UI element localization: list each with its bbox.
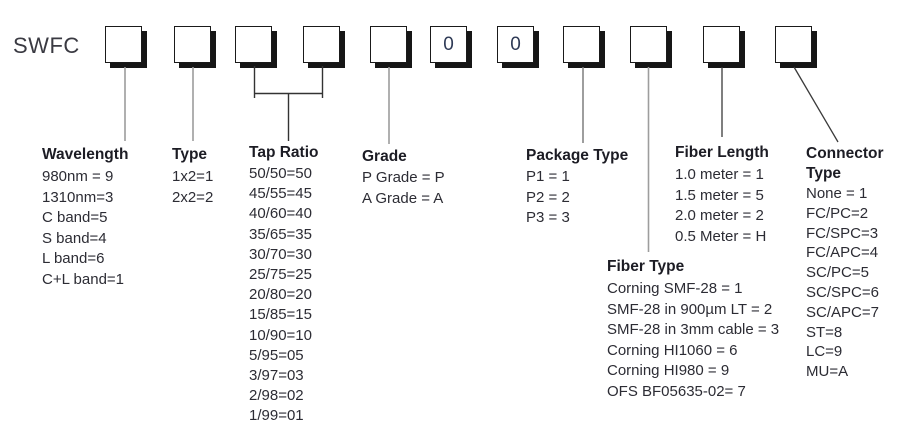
- code-item: 3/97=03: [249, 367, 304, 385]
- section-items: Corning SMF-28 = 1 SMF-28 in 900µm LT = 2…: [607, 279, 779, 402]
- code-item: FC/SPC=3: [806, 224, 879, 242]
- section-heading: Tap Ratio: [249, 144, 319, 161]
- code-box-tap-ratio-2: [303, 26, 340, 63]
- section-items: 1x2=1 2x2=2: [172, 167, 213, 208]
- section-grade: Grade P Grade = P A Grade = A: [362, 147, 445, 209]
- code-item: ST=8: [806, 323, 843, 341]
- code-item: 1.5 meter = 5: [675, 186, 764, 204]
- section-items: 1.0 meter = 1 1.5 meter = 5 2.0 meter = 2 0…: [675, 165, 769, 247]
- code-item: FC/PC=2: [806, 204, 869, 222]
- code-item: Corning HI1060 = 6: [607, 341, 738, 359]
- code-item: FC/APC=4: [806, 244, 879, 262]
- code-item: SC/SPC=6: [806, 283, 879, 301]
- section-type: Type 1x2=1 2x2=2: [172, 145, 213, 208]
- code-item: 1310nm=3: [42, 188, 114, 206]
- section-heading: Wavelength: [42, 146, 129, 163]
- code-item: SMF-28 in 3mm cable = 3: [607, 321, 780, 338]
- code-item: 45/55=45: [249, 185, 312, 203]
- code-item: 1/99=01: [249, 407, 304, 425]
- code-item: P Grade = P: [362, 169, 445, 186]
- section-items: 980nm = 9 1310nm=3 C band=5 S band=4 L band=…: [42, 167, 128, 290]
- section-heading: Package Type: [526, 147, 629, 164]
- code-item: 2/98=02: [249, 387, 304, 405]
- section-fiber-length: Fiber Length 1.0 meter = 1 1.5 meter = 5 2…: [675, 143, 769, 247]
- code-item: C band=5: [42, 209, 108, 226]
- code-item: 2x2=2: [172, 188, 214, 206]
- code-box-fixed-zero-2: 0: [497, 26, 534, 63]
- code-item: 1.0 meter = 1: [675, 166, 764, 183]
- code-box-fiber-type: [630, 26, 667, 63]
- product-code-label: SWFC: [13, 33, 80, 58]
- section-heading: Grade: [362, 148, 407, 165]
- code-box-fiber-length: [703, 26, 740, 63]
- code-box-package-type: [563, 26, 600, 63]
- section-heading: Type: [172, 146, 208, 163]
- code-item: P3 = 3: [526, 209, 570, 226]
- section-items: None = 1 FC/PC=2 FC/SPC=3 FC/APC=4 SC/PC=5 SC…: [806, 184, 896, 382]
- section-items: 50/50=50 45/55=45 40/60=40 35/65=35 30/70=30…: [249, 164, 318, 427]
- code-item: P2 = 2: [526, 188, 570, 206]
- connector-line-connector-type: [793, 66, 839, 143]
- section-items: P Grade = P A Grade = A: [362, 168, 445, 209]
- section-heading: Connector Type: [806, 145, 884, 182]
- code-item: MU=A: [806, 363, 849, 381]
- code-box-tap-ratio-1: [235, 26, 272, 63]
- code-item: 980nm = 9: [42, 168, 114, 185]
- code-box-connector-type: [775, 26, 812, 63]
- section-tap-ratio: Tap Ratio 50/50=50 45/55=45 40/60=40 35/65=…: [249, 143, 318, 427]
- code-item: SC/APC=7: [806, 303, 879, 321]
- code-item: Corning SMF-28 = 1: [607, 280, 743, 297]
- code-item: 20/80=20: [249, 286, 312, 304]
- code-item: C+L band=1: [42, 270, 125, 288]
- code-box-fixed-zero-1: 0: [430, 26, 467, 63]
- section-fiber-type: Fiber Type Corning SMF-28 = 1 SMF-28 in 9…: [607, 257, 779, 402]
- code-item: LC=9: [806, 343, 843, 361]
- code-box-grade: [370, 26, 407, 63]
- code-item: 35/65=35: [249, 225, 312, 243]
- code-item: 1x2=1: [172, 168, 214, 185]
- code-box-wavelength: [105, 26, 142, 63]
- section-package-type: Package Type P1 = 1 P2 = 2 P3 = 3: [526, 146, 628, 229]
- code-item: 2.0 meter = 2: [675, 207, 764, 224]
- code-box-type: [174, 26, 211, 63]
- code-item: 25/75=25: [249, 266, 312, 284]
- tap-ratio-bracket: [253, 66, 324, 141]
- section-wavelength: Wavelength 980nm = 9 1310nm=3 C band=5 S ba…: [42, 145, 128, 290]
- code-item: L band=6: [42, 250, 105, 267]
- section-heading: Fiber Type: [607, 258, 685, 275]
- code-item: 30/70=30: [249, 245, 312, 263]
- code-item: 5/95=05: [249, 346, 304, 364]
- code-item: Corning HI980 = 9: [607, 362, 730, 379]
- section-items: P1 = 1 P2 = 2 P3 = 3: [526, 167, 628, 229]
- code-item: OFS BF05635-02= 7: [607, 382, 746, 400]
- code-item: 15/85=15: [249, 306, 312, 324]
- code-item: 0.5 Meter = H: [675, 227, 767, 245]
- code-item: 40/60=40: [249, 205, 312, 223]
- code-item: 10/90=10: [249, 326, 312, 344]
- code-item: None = 1: [806, 185, 868, 202]
- section-connector-type: Connector Type None = 1 FC/PC=2 FC/SPC=3 FC…: [806, 144, 896, 382]
- code-item: A Grade = A: [362, 189, 444, 207]
- code-item: S band=4: [42, 229, 107, 247]
- code-item: 50/50=50: [249, 165, 312, 182]
- code-item: SMF-28 in 900µm LT = 2: [607, 300, 773, 318]
- section-heading: Fiber Length: [675, 144, 769, 161]
- code-item: P1 = 1: [526, 168, 570, 185]
- code-item: SC/PC=5: [806, 264, 869, 282]
